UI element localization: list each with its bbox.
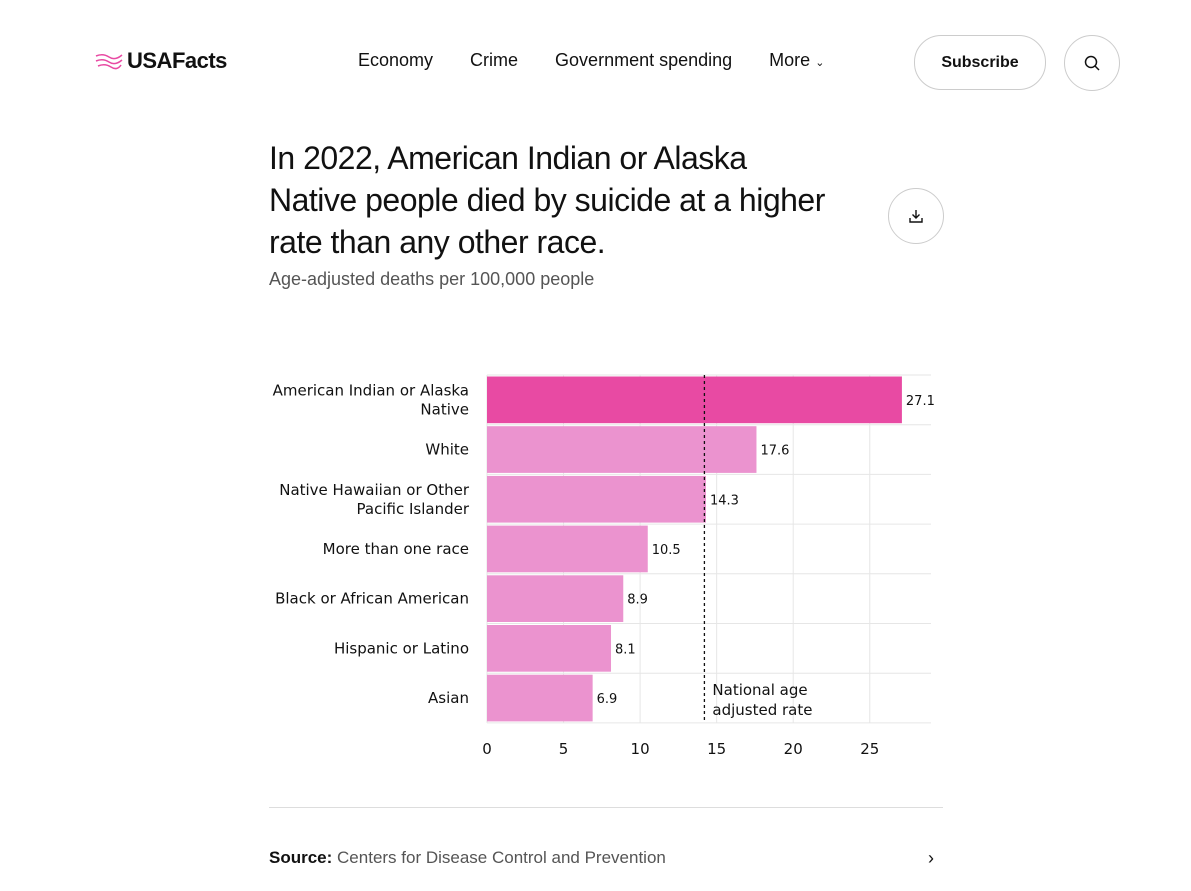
bar (487, 376, 902, 424)
search-button[interactable] (1064, 35, 1120, 91)
value-label: 10.5 (652, 543, 681, 558)
category-label: Native (420, 400, 469, 418)
category-label: American Indian or Alaska (273, 381, 469, 399)
chevron-down-icon: ⌄ (815, 57, 825, 69)
nav-crime[interactable]: Crime (470, 50, 519, 70)
logo[interactable]: USAFacts (95, 48, 227, 74)
bar (487, 475, 706, 523)
download-icon (909, 210, 923, 223)
category-label: Native Hawaiian or Other (279, 481, 470, 499)
value-label: 6.9 (597, 692, 618, 707)
x-tick-label: 10 (631, 740, 650, 758)
search-icon (1084, 55, 1100, 71)
category-label: Hispanic or Latino (334, 639, 469, 657)
x-tick-label: 20 (784, 740, 803, 758)
chart-subtitle: Age-adjusted deaths per 100,000 people (269, 269, 595, 289)
value-label: 17.6 (760, 444, 789, 459)
category-label: White (425, 441, 469, 459)
x-tick-label: 15 (707, 740, 726, 758)
nav-more-label: More (769, 50, 811, 70)
divider (269, 807, 943, 808)
bar (487, 426, 757, 473)
x-tick-label: 0 (482, 740, 492, 758)
category-label: Pacific Islander (357, 500, 470, 518)
chart-title: In 2022, American Indian or Alaska Nativ… (269, 140, 825, 260)
logo-text: USAFacts (127, 48, 227, 73)
nav-government-spending[interactable]: Government spending (555, 50, 733, 70)
category-label: Black or African American (275, 590, 469, 608)
value-label: 8.9 (627, 593, 648, 608)
nav-more[interactable]: More ⌄ (769, 50, 824, 71)
subscribe-button[interactable]: Subscribe (914, 35, 1046, 90)
x-tick-label: 5 (559, 740, 569, 758)
value-label: 27.1 (906, 394, 935, 409)
source[interactable]: Source: Centers for Disease Control and … (269, 848, 666, 868)
main-nav: Economy Crime Government spending More ⌄ (358, 50, 824, 71)
nav-economy[interactable]: Economy (358, 50, 434, 70)
download-button[interactable] (888, 188, 944, 244)
reference-line-label: National age (712, 681, 807, 699)
bar (487, 625, 612, 672)
bar (487, 674, 593, 722)
chevron-right-icon[interactable]: › (928, 848, 934, 868)
source-value: Centers for Disease Control and Preventi… (337, 848, 666, 867)
reference-line-label: adjusted rate (712, 701, 812, 719)
bar (487, 575, 624, 622)
category-label: Asian (428, 689, 469, 707)
bar (487, 525, 648, 573)
category-label: More than one race (323, 540, 469, 558)
flag-map-icon (95, 53, 123, 70)
value-label: 14.3 (710, 493, 739, 508)
value-label: 8.1 (615, 642, 636, 657)
x-tick-label: 25 (860, 740, 879, 758)
source-label: Source: (269, 848, 333, 867)
